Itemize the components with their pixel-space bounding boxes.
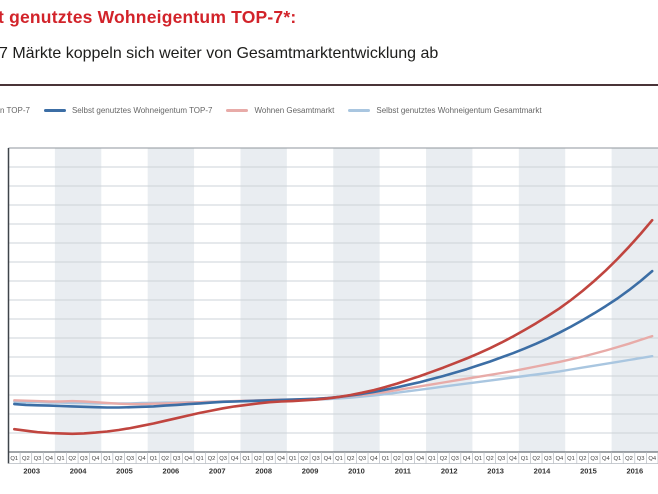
svg-text:Q2: Q2 <box>115 456 123 462</box>
svg-text:Q3: Q3 <box>451 456 459 462</box>
svg-text:Q3: Q3 <box>219 456 227 462</box>
chart-subtitle: 7 Märkte koppeln sich weiter von Gesamtm… <box>0 45 439 62</box>
svg-text:Q4: Q4 <box>184 456 193 462</box>
legend-item: Selbst genutztes Wohneigentum Gesamtmark… <box>348 106 542 115</box>
svg-text:2013: 2013 <box>487 467 504 476</box>
svg-text:Q4: Q4 <box>138 456 147 462</box>
svg-text:Q1: Q1 <box>567 456 575 462</box>
svg-text:Q1: Q1 <box>428 456 436 462</box>
svg-text:2009: 2009 <box>302 467 319 476</box>
svg-text:Q2: Q2 <box>68 456 76 462</box>
legend-line-swatch-icon <box>348 109 371 112</box>
legend-label: Wohnen Gesamtmarkt <box>254 106 335 115</box>
svg-text:Q1: Q1 <box>10 456 18 462</box>
svg-text:Q1: Q1 <box>335 456 343 462</box>
svg-text:Q3: Q3 <box>266 456 274 462</box>
legend-item: n TOP-7 <box>0 106 30 115</box>
svg-text:Q1: Q1 <box>57 456 65 462</box>
svg-text:Q3: Q3 <box>312 456 320 462</box>
x-axis-year-labels: 2003 2004 2005 2006 2007 2008 2009 2010 2011 2012… <box>23 467 643 476</box>
title-divider <box>0 84 658 86</box>
svg-text:Q4: Q4 <box>324 456 333 462</box>
svg-text:Q1: Q1 <box>242 456 250 462</box>
svg-text:Q2: Q2 <box>254 456 262 462</box>
svg-text:Q2: Q2 <box>625 456 633 462</box>
svg-text:Q2: Q2 <box>532 456 540 462</box>
svg-text:Q2: Q2 <box>161 456 169 462</box>
series-line <box>13 218 654 436</box>
svg-text:Q4: Q4 <box>277 456 286 462</box>
svg-text:Q2: Q2 <box>579 456 587 462</box>
svg-text:2008: 2008 <box>255 467 272 476</box>
svg-text:Q3: Q3 <box>498 456 506 462</box>
svg-text:Q4: Q4 <box>602 456 611 462</box>
svg-text:Q2: Q2 <box>393 456 401 462</box>
svg-text:Q4: Q4 <box>556 456 565 462</box>
svg-text:Q2: Q2 <box>440 456 448 462</box>
svg-text:2007: 2007 <box>209 467 226 476</box>
svg-text:Q2: Q2 <box>347 456 355 462</box>
svg-text:Q2: Q2 <box>486 456 494 462</box>
svg-text:Q1: Q1 <box>521 456 529 462</box>
chart-title: t genutztes Wohneigentum TOP-7*: <box>0 7 297 27</box>
series-lines <box>13 218 654 436</box>
legend-item: Wohnen Gesamtmarkt <box>226 106 334 115</box>
svg-text:Q3: Q3 <box>173 456 181 462</box>
legend-label: Selbst genutztes Wohneigentum Gesamtmark… <box>376 106 542 115</box>
legend-line-swatch-icon <box>226 109 249 112</box>
svg-text:Q4: Q4 <box>416 456 425 462</box>
svg-text:2012: 2012 <box>441 467 458 476</box>
svg-text:Q3: Q3 <box>358 456 366 462</box>
svg-text:Q4: Q4 <box>370 456 379 462</box>
svg-text:2015: 2015 <box>580 467 597 476</box>
svg-text:Q3: Q3 <box>637 456 645 462</box>
svg-text:Q1: Q1 <box>382 456 390 462</box>
svg-text:2010: 2010 <box>348 467 365 476</box>
svg-text:2016: 2016 <box>626 467 643 476</box>
svg-text:Q3: Q3 <box>405 456 413 462</box>
svg-text:Q2: Q2 <box>22 456 30 462</box>
legend: n TOP-7 Selbst genutztes Wohneigentum TOP… <box>0 106 542 115</box>
svg-text:2014: 2014 <box>534 467 552 476</box>
svg-text:Q4: Q4 <box>463 456 472 462</box>
svg-text:Q1: Q1 <box>196 456 204 462</box>
svg-text:Q4: Q4 <box>45 456 54 462</box>
legend-label: n TOP-7 <box>0 106 30 115</box>
svg-text:Q3: Q3 <box>34 456 42 462</box>
svg-text:Q1: Q1 <box>150 456 158 462</box>
legend-line-swatch-icon <box>43 109 66 112</box>
svg-text:Q4: Q4 <box>92 456 101 462</box>
svg-text:2006: 2006 <box>163 467 180 476</box>
svg-text:Q4: Q4 <box>509 456 518 462</box>
svg-text:Q4: Q4 <box>648 456 657 462</box>
svg-text:2005: 2005 <box>116 467 133 476</box>
svg-text:Q3: Q3 <box>544 456 552 462</box>
svg-text:Q3: Q3 <box>80 456 88 462</box>
svg-text:2004: 2004 <box>70 467 88 476</box>
svg-text:Q3: Q3 <box>590 456 598 462</box>
svg-text:2003: 2003 <box>23 467 40 476</box>
svg-text:Q2: Q2 <box>208 456 216 462</box>
svg-text:Q1: Q1 <box>614 456 622 462</box>
svg-text:Q4: Q4 <box>231 456 240 462</box>
svg-text:Q2: Q2 <box>300 456 308 462</box>
svg-text:Q1: Q1 <box>474 456 482 462</box>
legend-label: Selbst genutztes Wohneigentum TOP-7 <box>71 106 213 115</box>
legend-item: Selbst genutztes Wohneigentum TOP-7 <box>43 106 213 115</box>
x-axis-quarter-strip: Q1 Q2 Q3 Q4 Q1 Q2 Q3 Q4 Q1 Q2 Q3 Q4 Q1 Q2 Q3 Q4 Q1 Q2 Q3 Q4… <box>8 452 658 464</box>
svg-text:2011: 2011 <box>395 467 411 476</box>
svg-text:Q1: Q1 <box>103 456 111 462</box>
svg-text:Q3: Q3 <box>126 456 134 462</box>
svg-text:Q1: Q1 <box>289 456 297 462</box>
